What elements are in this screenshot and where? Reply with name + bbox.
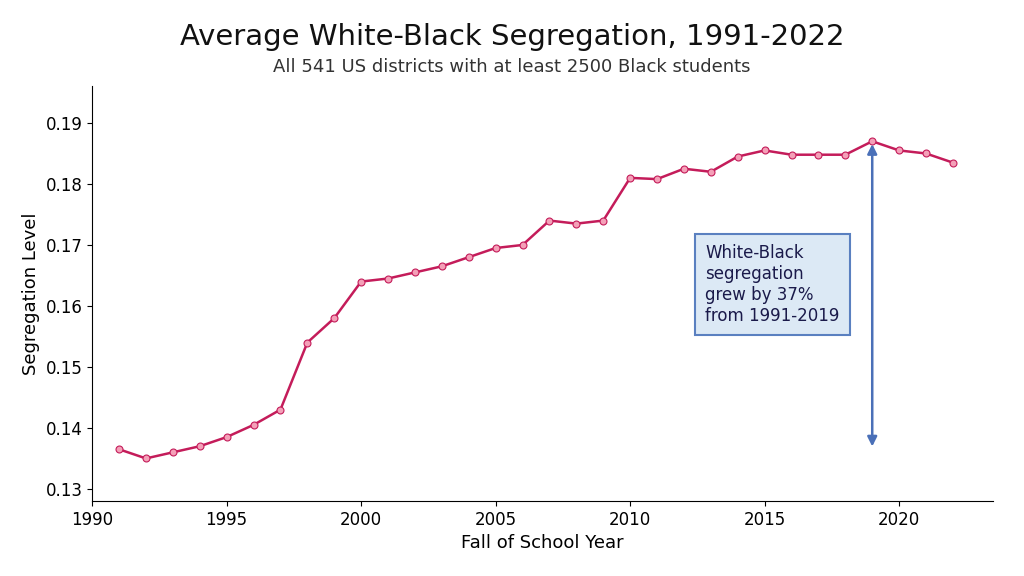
X-axis label: Fall of School Year: Fall of School Year <box>462 535 624 552</box>
Text: All 541 US districts with at least 2500 Black students: All 541 US districts with at least 2500 … <box>273 58 751 75</box>
Text: Average White-Black Segregation, 1991-2022: Average White-Black Segregation, 1991-20… <box>180 23 844 51</box>
Y-axis label: Segregation Level: Segregation Level <box>22 213 40 375</box>
Text: White-Black
segregation
grew by 37%
from 1991-2019: White-Black segregation grew by 37% from… <box>706 244 840 325</box>
